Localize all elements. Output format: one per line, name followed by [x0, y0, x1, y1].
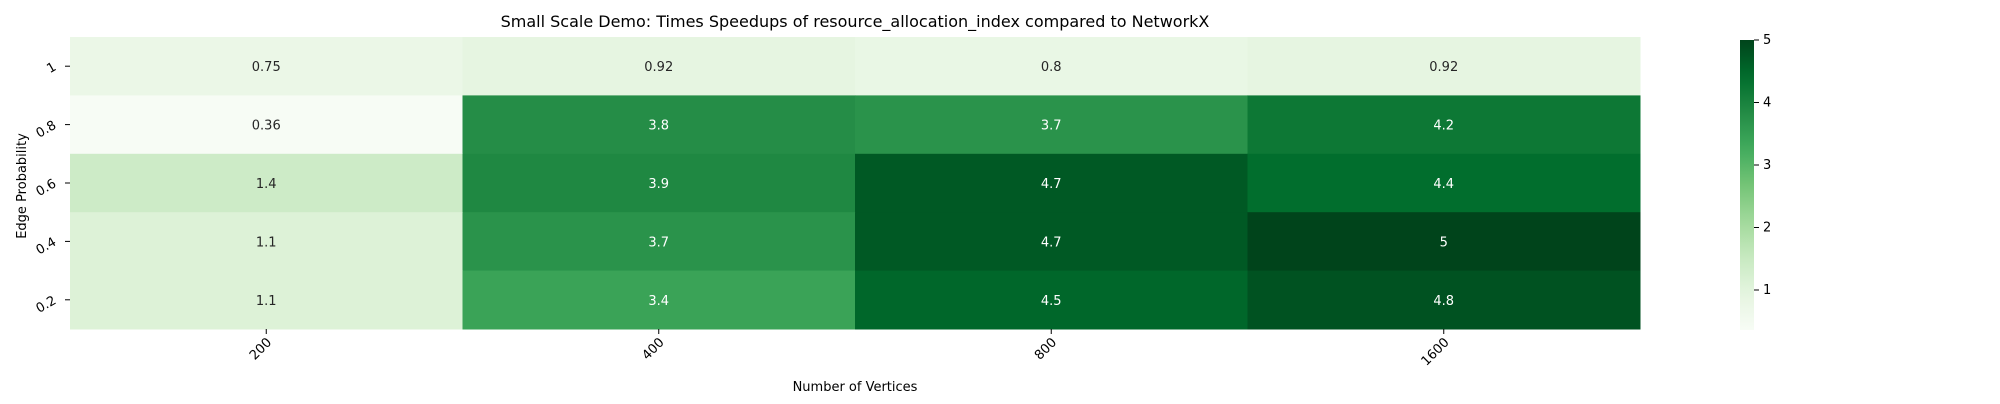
- x-tick-label: 800: [1032, 335, 1060, 363]
- cell-value-label: 4.4: [1433, 177, 1454, 192]
- x-axis-label: Number of Vertices: [793, 380, 918, 395]
- heatmap-cells: [70, 37, 1641, 330]
- cell-value-label: 3.8: [648, 119, 669, 134]
- colorbar-tick-label: 5: [1763, 33, 1771, 48]
- cell-value-label: 1.4: [256, 177, 277, 192]
- x-tick-label: 1600: [1419, 335, 1453, 369]
- heatmap-cell: [1247, 270, 1641, 330]
- heatmap-cell: [855, 37, 1248, 96]
- y-axis-ticks: 1 0.8 0.6 0.4 0.2: [34, 60, 70, 317]
- y-tick-label: 0.8: [34, 118, 59, 141]
- colorbar-ticks: 1 2 3 4 5: [1754, 33, 1771, 298]
- heatmap-cell: [1247, 153, 1641, 213]
- heatmap-cell: [462, 95, 856, 155]
- chart-title: Small Scale Demo: Times Speedups of reso…: [501, 12, 1210, 32]
- heatmap-cell: [1247, 95, 1641, 155]
- cell-value-label: 1.1: [256, 294, 277, 309]
- cell-value-label: 4.2: [1433, 119, 1454, 134]
- colorbar-gradient: [1740, 40, 1754, 330]
- heatmap-cell: [70, 270, 463, 330]
- heatmap-cell-labels: 0.75 0.92 0.8 0.92 0.36 3.8 3.7 4.2 1.4 3.9 4.7 4.4…: [252, 60, 1458, 309]
- heatmap-cell: [1247, 212, 1641, 272]
- heatmap-cell: [855, 270, 1248, 330]
- colorbar-tick-label: 4: [1763, 96, 1771, 111]
- y-tick-label: 0.2: [34, 293, 59, 316]
- colorbar-tick-label: 2: [1763, 221, 1771, 236]
- cell-value-label: 0.8: [1041, 60, 1062, 75]
- cell-value-label: 1.1: [256, 235, 277, 250]
- y-axis-label: Edge Probability: [15, 133, 30, 239]
- cell-value-label: 0.92: [644, 60, 673, 75]
- y-tick-label: 1: [44, 60, 59, 77]
- heatmap-cell: [462, 212, 856, 272]
- y-tick-label: 0.6: [34, 176, 59, 199]
- heatmap-cell: [70, 212, 463, 272]
- heatmap-cell: [70, 37, 463, 96]
- heatmap-cell: [855, 95, 1248, 155]
- heatmap-cell: [462, 270, 856, 330]
- heatmap-cell: [855, 212, 1248, 272]
- colorbar: 1 2 3 4 5: [1740, 33, 1771, 330]
- heatmap-cell: [70, 153, 463, 213]
- cell-value-label: 4.7: [1041, 177, 1062, 192]
- cell-value-label: 3.7: [648, 235, 669, 250]
- cell-value-label: 4.5: [1041, 294, 1062, 309]
- cell-value-label: 0.92: [1429, 60, 1458, 75]
- cell-value-label: 3.4: [648, 294, 669, 309]
- cell-value-label: 3.9: [648, 177, 669, 192]
- y-tick-label: 0.4: [34, 235, 59, 258]
- cell-value-label: 4.8: [1433, 294, 1454, 309]
- cell-value-label: 4.7: [1041, 235, 1062, 250]
- heatmap-cell: [462, 153, 856, 213]
- x-tick-label: 200: [247, 335, 275, 363]
- heatmap-cell: [462, 37, 856, 96]
- cell-value-label: 5: [1440, 235, 1448, 250]
- cell-value-label: 3.7: [1041, 119, 1062, 134]
- heatmap-cell: [1247, 37, 1641, 96]
- heatmap-cell: [70, 95, 463, 155]
- heatmap-cell: [855, 153, 1248, 213]
- x-tick-label: 400: [639, 335, 667, 363]
- cell-value-label: 0.36: [252, 119, 281, 134]
- colorbar-tick-label: 1: [1763, 283, 1771, 298]
- cell-value-label: 0.75: [252, 60, 281, 75]
- x-axis-ticks: 200 400 800 1600: [247, 329, 1453, 369]
- colorbar-tick-label: 3: [1763, 158, 1771, 173]
